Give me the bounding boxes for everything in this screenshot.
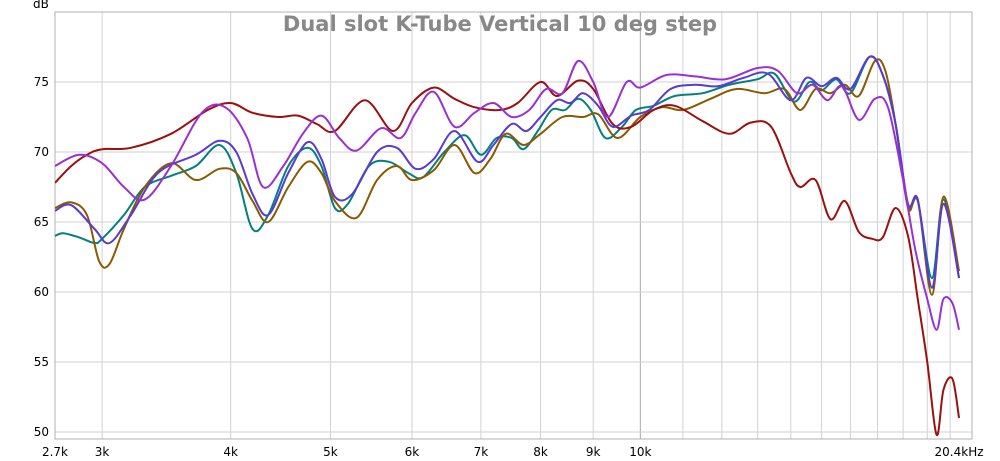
x-tick-label: 9k xyxy=(586,445,601,459)
x-tick-label: 2.7k xyxy=(42,445,68,459)
series-line-3 xyxy=(55,79,961,436)
y-tick-label: 75 xyxy=(34,75,49,89)
series-group xyxy=(55,55,961,436)
y-axis-tick-labels: 50 55 60 65 70 75 xyxy=(34,75,49,439)
plot-frame xyxy=(54,11,973,440)
y-tick-label: 50 xyxy=(34,425,49,439)
x-tick-label: 6k xyxy=(405,445,420,459)
grid xyxy=(55,12,972,439)
x-tick-label: 10k xyxy=(629,445,651,459)
y-axis-label: dB xyxy=(33,0,49,11)
x-axis-tick-labels: 2.7k 3k 4k 5k 6k 7k 8k 9k 10k 20.4kHz xyxy=(42,445,984,459)
series-line-2 xyxy=(55,58,961,296)
x-tick-label: 8k xyxy=(533,445,548,459)
y-tick-label: 60 xyxy=(34,285,49,299)
x-tick-label: 20.4kHz xyxy=(935,445,984,459)
x-tick-label: 5k xyxy=(323,445,338,459)
y-tick-label: 70 xyxy=(34,145,49,159)
series-line-5 xyxy=(55,59,961,331)
x-tick-label: 7k xyxy=(474,445,489,459)
y-tick-label: 55 xyxy=(34,355,49,369)
x-tick-label: 4k xyxy=(223,445,238,459)
x-tick-label: 3k xyxy=(95,445,110,459)
chart-title: Dual slot K-Tube Vertical 10 deg step xyxy=(283,12,717,36)
y-tick-label: 65 xyxy=(34,215,49,229)
series-line-4 xyxy=(55,55,961,289)
